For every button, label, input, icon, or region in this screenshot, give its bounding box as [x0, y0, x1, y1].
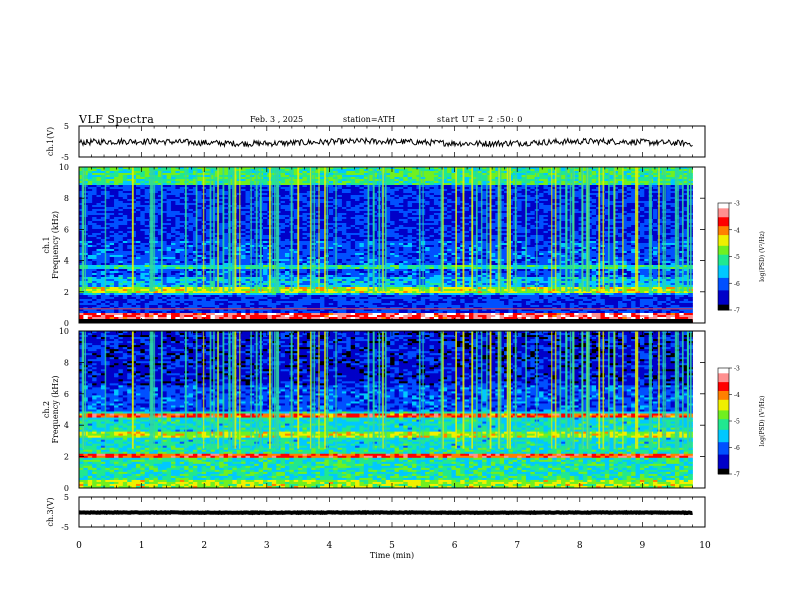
ch1-colorbar-label: log(PSD) (V²/Hz) — [759, 231, 766, 282]
ch2-colorbar-tick-label: -4 — [734, 392, 740, 399]
axes-layer — [78, 125, 732, 528]
ch2-spec-ytick-label: 0 — [64, 484, 69, 493]
ch2-spherics — [81, 331, 692, 449]
ch2-spec-ytick-label: 8 — [64, 358, 69, 367]
ch1-spec-ytick-label: 2 — [64, 288, 69, 297]
ch2-spec-ytick-label: 6 — [64, 390, 69, 399]
xtick-label: 8 — [577, 541, 583, 551]
ch1-spec-ylabel: Frequency (kHz) — [51, 211, 60, 279]
ch1-spec-ytick-label: 4 — [64, 257, 69, 266]
chart-title: VLF Spectra — [79, 113, 154, 126]
ch1-spec-ytick-label: 10 — [59, 163, 69, 172]
ch2-colorbar-tick-label: -3 — [734, 366, 740, 373]
xtick-label: 2 — [201, 541, 207, 551]
xtick-label: 6 — [452, 541, 458, 551]
ch1-colorbar-tick-label: -6 — [734, 281, 740, 288]
ch1-colorbar — [717, 202, 732, 311]
ch2-colorbar — [717, 367, 732, 475]
xaxis-label: Time (min) — [370, 551, 414, 560]
ch1-colorbar-tick-label: -3 — [734, 201, 740, 208]
ch2-colorbar-tick-label: -5 — [734, 419, 740, 426]
waveform-layer — [78, 136, 693, 516]
ch1-colorbar-tick-label: -4 — [734, 227, 740, 234]
xtick-label: 3 — [264, 541, 270, 551]
xtick-label: 4 — [327, 541, 333, 551]
ch2-colorbar-tick-label: -6 — [734, 445, 740, 452]
ch3-wave-ylabel: ch.3(V) — [46, 497, 55, 526]
ch1-wave-ytick-label: -5 — [61, 153, 69, 162]
xtick-label: 7 — [514, 541, 520, 551]
ch2-spec-ytick-label: 4 — [64, 421, 69, 430]
ch1-wave-ytick-label: 5 — [64, 122, 69, 131]
xtick-label: 0 — [76, 541, 82, 551]
ch2-colorbar-tick-label: -7 — [734, 472, 740, 479]
start-time-label: start UT = 2 :50: 0 — [437, 115, 523, 124]
ch3-waveform-line — [78, 509, 693, 516]
ch2-spec-ytick-label: 2 — [64, 453, 69, 462]
ch3-wave-ytick-label: 5 — [64, 493, 69, 502]
ch2-spec-ylabel-channel: ch.2 — [42, 401, 51, 418]
ch1-spherics — [81, 167, 692, 292]
date-label: Feb. 3 , 2025 — [250, 115, 303, 124]
xtick-label: 9 — [640, 541, 646, 551]
ch2-colorbar-label: log(PSD) (V²/Hz) — [759, 396, 766, 447]
ch1-spec-ytick-label: 8 — [64, 194, 69, 203]
ch1-waveform-line — [78, 136, 693, 149]
ch1-wave-ylabel: ch.1(V) — [46, 127, 55, 156]
spectrogram-layer — [79, 167, 693, 489]
ch2-spec-ytick-label: 10 — [59, 327, 69, 336]
station-label: station=ATH — [343, 115, 395, 124]
ch1-colorbar-tick-label: -5 — [734, 254, 740, 261]
ch1-spec-ylabel-channel: ch.1 — [42, 236, 51, 253]
ch2-spec-ylabel: Frequency (kHz) — [51, 375, 60, 443]
xtick-label: 5 — [389, 541, 395, 551]
xtick-label: 1 — [139, 541, 145, 551]
ch3-wave-ytick-label: -5 — [61, 523, 69, 532]
ch1-spec-ytick-label: 0 — [64, 319, 69, 328]
ch1-colorbar-tick-label: -7 — [734, 308, 740, 315]
xtick-label: 10 — [699, 541, 711, 551]
ch1-spec-ytick-label: 6 — [64, 225, 69, 234]
